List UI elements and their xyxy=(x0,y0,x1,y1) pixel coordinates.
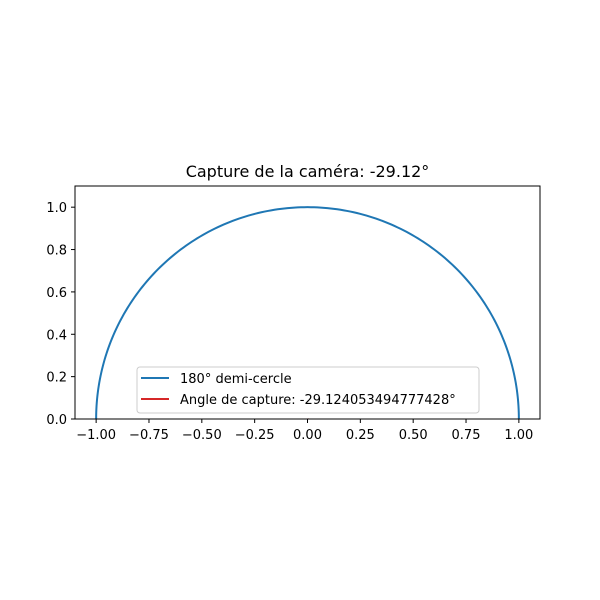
y-tick-label: 0.8 xyxy=(46,244,67,259)
legend-label-semicircle: 180° demi-cercle xyxy=(180,372,292,387)
x-tick-label: 0.00 xyxy=(293,428,322,443)
y-tick-label: 0.6 xyxy=(46,286,67,301)
legend-frame xyxy=(136,366,480,414)
x-tick-label: −0.50 xyxy=(182,428,222,443)
series-layer xyxy=(95,206,520,419)
y-tick-label: 0.4 xyxy=(46,328,67,343)
y-tick-label: 0.0 xyxy=(46,413,67,428)
x-tick-label: −1.00 xyxy=(76,428,116,443)
x-tick-label: 0.25 xyxy=(346,428,375,443)
y-axis: 0.0 0.2 0.4 0.6 0.8 1.0 xyxy=(46,201,75,428)
y-tick-label: 0.2 xyxy=(46,371,67,386)
chart-title: Capture de la caméra: -29.12° xyxy=(186,162,430,181)
series-semicircle-line xyxy=(95,206,520,419)
x-tick-label: −0.25 xyxy=(235,428,275,443)
legend-label-capture-angle: Angle de capture: -29.124053494777428° xyxy=(180,393,456,408)
y-tick-label: 1.0 xyxy=(46,201,67,216)
x-axis: −1.00 −0.75 −0.50 −0.25 0.00 0.25 0.50 0.75 1.00 xyxy=(76,419,533,443)
legend: 180° demi-cercle Angle de capture: -29.1… xyxy=(136,366,480,414)
x-tick-label: −0.75 xyxy=(129,428,169,443)
x-tick-label: 0.50 xyxy=(399,428,428,443)
x-tick-label: 1.00 xyxy=(504,428,533,443)
x-tick-label: 0.75 xyxy=(452,428,481,443)
